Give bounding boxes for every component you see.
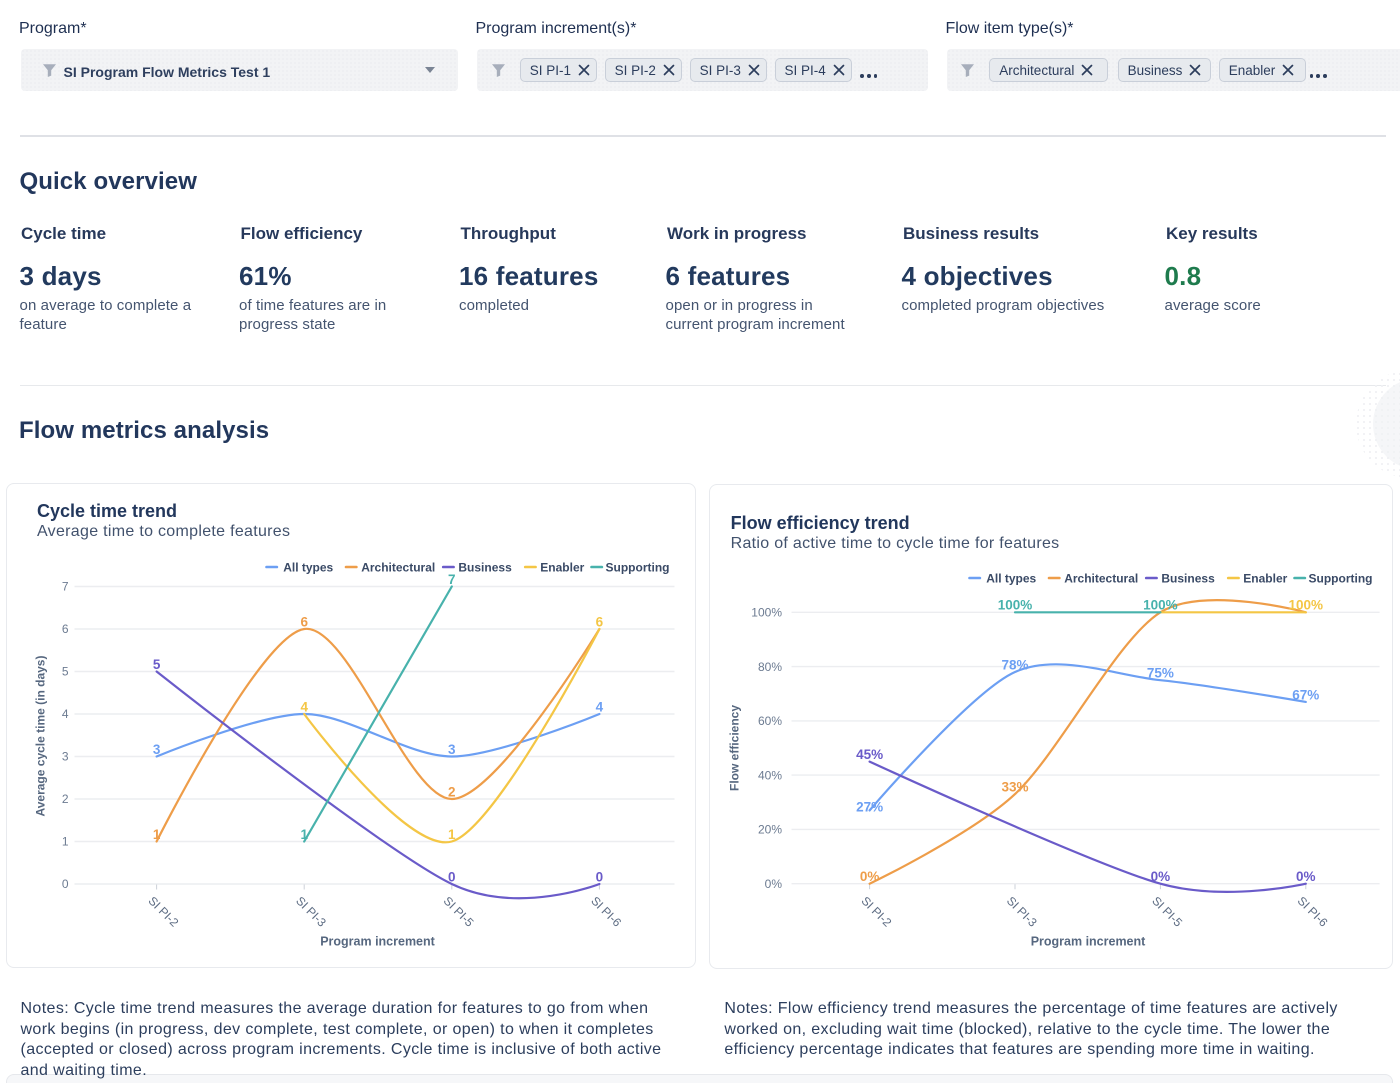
svg-text:7: 7 <box>62 580 69 594</box>
svg-text:100%: 100% <box>998 598 1033 613</box>
svg-text:All types: All types <box>283 561 333 575</box>
svg-text:All types: All types <box>986 572 1036 586</box>
svg-text:Program increment: Program increment <box>320 935 435 949</box>
svg-text:0%: 0% <box>765 877 783 891</box>
svg-text:Business: Business <box>458 561 512 575</box>
svg-text:SI PI-3: SI PI-3 <box>293 894 329 930</box>
svg-text:67%: 67% <box>1292 687 1319 702</box>
svg-text:SI PI-2: SI PI-2 <box>858 894 894 930</box>
svg-text:Enabler: Enabler <box>1243 572 1287 586</box>
svg-text:100%: 100% <box>1289 598 1324 613</box>
svg-text:3: 3 <box>62 750 69 764</box>
svg-text:40%: 40% <box>758 768 782 782</box>
svg-text:2: 2 <box>448 784 456 799</box>
svg-text:SI PI-6: SI PI-6 <box>1295 894 1331 930</box>
svg-text:4: 4 <box>596 699 604 714</box>
svg-text:6: 6 <box>596 614 604 629</box>
svg-text:Architectural: Architectural <box>361 561 435 575</box>
svg-text:0: 0 <box>62 877 69 891</box>
svg-text:75%: 75% <box>1147 666 1174 681</box>
svg-text:1: 1 <box>300 827 308 842</box>
svg-text:Business: Business <box>1161 572 1215 586</box>
svg-text:60%: 60% <box>758 714 782 728</box>
svg-text:5: 5 <box>62 665 69 679</box>
svg-text:3: 3 <box>153 742 161 757</box>
svg-text:SI PI-5: SI PI-5 <box>441 894 477 930</box>
svg-text:1: 1 <box>62 835 69 849</box>
svg-text:6: 6 <box>62 622 69 636</box>
svg-text:Supporting: Supporting <box>1309 572 1373 586</box>
svg-text:0%: 0% <box>860 869 880 884</box>
svg-text:4: 4 <box>300 699 308 714</box>
svg-text:0%: 0% <box>1296 869 1316 884</box>
svg-text:Flow efficiency: Flow efficiency <box>728 705 742 791</box>
svg-text:6: 6 <box>300 614 308 629</box>
svg-text:4: 4 <box>62 707 69 721</box>
svg-text:Architectural: Architectural <box>1064 572 1138 586</box>
svg-text:SI PI-2: SI PI-2 <box>145 894 181 930</box>
svg-text:SI PI-6: SI PI-6 <box>588 894 624 930</box>
svg-text:1: 1 <box>153 827 161 842</box>
svg-text:Average cycle time (in days): Average cycle time (in days) <box>34 656 48 817</box>
svg-text:SI PI-3: SI PI-3 <box>1004 894 1040 930</box>
svg-text:45%: 45% <box>856 747 883 762</box>
svg-text:Program increment: Program increment <box>1031 935 1146 949</box>
svg-text:Enabler: Enabler <box>540 561 584 575</box>
svg-text:100%: 100% <box>1143 598 1178 613</box>
svg-text:3: 3 <box>448 742 456 757</box>
svg-text:80%: 80% <box>758 660 782 674</box>
svg-text:2: 2 <box>62 792 69 806</box>
svg-text:7: 7 <box>448 572 456 587</box>
svg-text:Supporting: Supporting <box>606 561 670 575</box>
svg-text:0: 0 <box>596 869 604 884</box>
svg-text:100%: 100% <box>751 606 782 620</box>
svg-text:0: 0 <box>448 869 456 884</box>
svg-text:33%: 33% <box>1001 780 1028 795</box>
svg-text:5: 5 <box>153 657 161 672</box>
svg-text:20%: 20% <box>758 823 782 837</box>
svg-text:0%: 0% <box>1151 869 1171 884</box>
svg-text:78%: 78% <box>1001 657 1028 672</box>
svg-text:SI PI-5: SI PI-5 <box>1149 894 1185 930</box>
svg-text:1: 1 <box>448 827 456 842</box>
svg-text:27%: 27% <box>856 799 883 814</box>
